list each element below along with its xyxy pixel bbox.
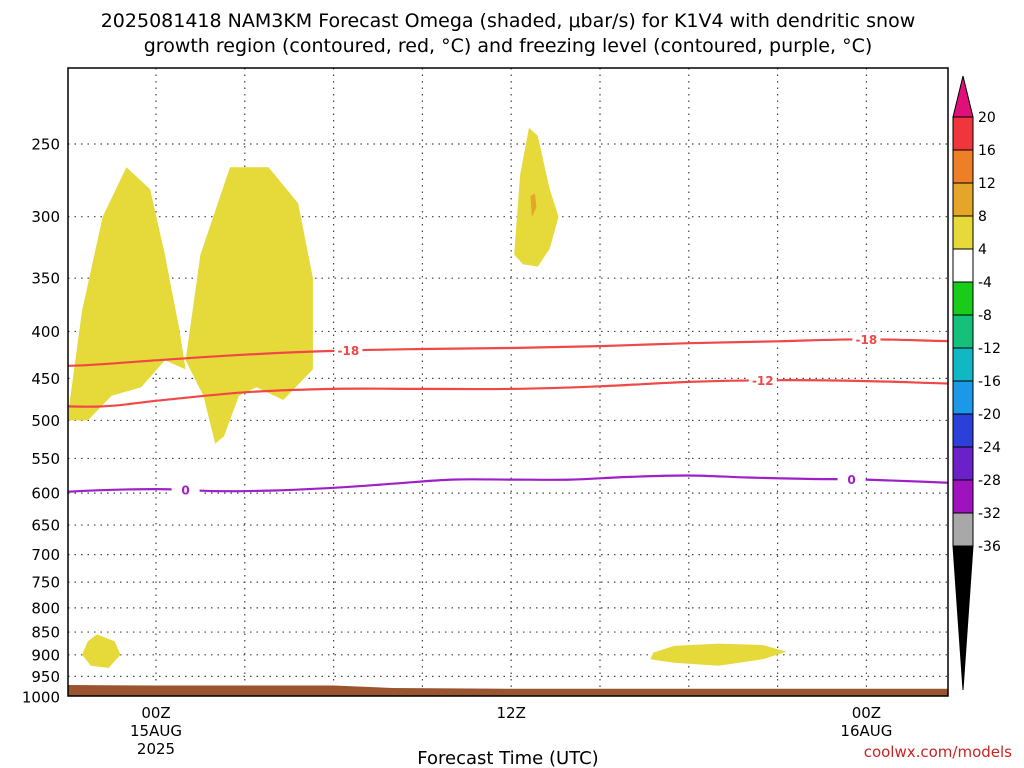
omega-region-4: [0, 351, 14, 497]
y-tick-label: 700: [31, 546, 60, 564]
omega-shading: [0, 127, 787, 670]
omega-region-0: [68, 167, 186, 421]
credit-text: coolwx.com/models: [864, 743, 1012, 761]
colorbar-bin: [952, 149, 974, 184]
contour-label: 0: [181, 484, 189, 498]
y-tick-label: 950: [31, 668, 60, 686]
colorbar-bin: [952, 512, 974, 547]
omega-region-1: [185, 167, 313, 444]
x-axis-time-labels: 00Z15AUG202512Z00Z16AUG12Z00Z17AUG: [130, 704, 892, 758]
y-tick-label: 400: [31, 323, 60, 341]
plot-frame: [67, 67, 949, 697]
x-tick-label: 00Z: [852, 704, 881, 722]
y-tick-label: 800: [31, 599, 60, 617]
colorbar-tick-label: 16: [978, 143, 996, 159]
contour-label-bg: [171, 482, 200, 499]
y-tick-label: 850: [31, 624, 60, 642]
ground-fill: [68, 685, 948, 696]
x-tick-label: 2025: [137, 740, 175, 758]
x-axis-title: Forecast Time (UTC): [417, 748, 598, 768]
colorbar-tick-label: 20: [978, 110, 996, 126]
y-tick-label: 500: [31, 412, 60, 430]
contour-label-bg: [748, 372, 777, 389]
colorbar-tick-label: -16: [978, 374, 1001, 390]
colorbar-bin: [952, 413, 974, 448]
colorbar-tick-label: -8: [978, 308, 992, 324]
contour-line-0: [68, 338, 948, 367]
colorbar-tick-label: -4: [978, 275, 992, 291]
contour-line-2: [68, 474, 948, 493]
omega-region-5: [0, 574, 20, 670]
contour-label-bg: [334, 342, 363, 359]
colorbar-bin: [952, 446, 974, 481]
colorbar-bottom-arrow: [952, 545, 974, 691]
colorbar-top-arrow: [952, 75, 974, 118]
omega-region-6: [0, 595, 5, 637]
contour-label: -18: [338, 344, 360, 358]
y-tick-label: 1000: [22, 688, 60, 706]
colorbar-bin: [952, 116, 974, 151]
contour-label: -12: [752, 374, 774, 388]
x-tick-label: 12Z: [497, 704, 526, 722]
colorbar-bin: [952, 215, 974, 250]
y-tick-label: 650: [31, 517, 60, 535]
x-tick-label: 15AUG: [130, 722, 182, 740]
ground-below-surface: [68, 685, 948, 696]
colorbar-tick-label: 8: [978, 209, 987, 225]
colorbar-bin: [952, 479, 974, 514]
x-tick-label: 16AUG: [840, 722, 892, 740]
colorbar-tick-label: -20: [978, 407, 1001, 423]
omega-region-8: [650, 643, 787, 666]
contour-label-bg: [837, 471, 866, 488]
colorbar-bin: [952, 248, 974, 283]
colorbar-tick-label: -24: [978, 440, 1001, 456]
x-tick-label: 00Z: [141, 704, 170, 722]
colorbar-bin: [952, 182, 974, 217]
omega-region-2: [514, 127, 559, 267]
colorbar-bin: [952, 281, 974, 316]
y-tick-label: 900: [31, 646, 60, 664]
colorbar-tick-label: -12: [978, 341, 1001, 357]
contour-label-bg: [852, 331, 881, 348]
colorbar-tick-label: 4: [978, 242, 987, 258]
omega-region-3: [530, 193, 537, 217]
y-tick-label: 450: [31, 370, 60, 388]
temperature-contours: -18-18-18-12-12000: [68, 331, 948, 499]
y-tick-label: 600: [31, 485, 60, 503]
chart-title-line-1: 2025081418 NAM3KM Forecast Omega (shaded…: [101, 10, 916, 32]
contour-label: 0: [847, 473, 855, 487]
y-tick-label: 300: [31, 208, 60, 226]
colorbar-bin: [952, 347, 974, 382]
y-tick-label: 350: [31, 270, 60, 288]
y-tick-label: 550: [31, 450, 60, 468]
colorbar-tick-label: 12: [978, 176, 996, 192]
colorbar-bin: [952, 380, 974, 415]
y-tick-label: 250: [31, 136, 60, 154]
contour-line-1: [68, 379, 948, 408]
colorbar: 20 16 12 8 4 -4 -8 -12 -16 -20 -24 -28 -32 -36: [952, 75, 1001, 691]
colorbar-tick-label: -28: [978, 473, 1001, 489]
colorbar-tick-label: -36: [978, 539, 1001, 555]
y-tick-label: 750: [31, 574, 60, 592]
chart-title-line-2: growth region (contoured, red, °C) and f…: [144, 35, 873, 57]
y-axis-pressure-labels: 250 300 350 400 450 500 550 600 650 700 750 800 850 9…: [22, 136, 60, 707]
omega-region-7: [82, 634, 121, 668]
colorbar-bin: [952, 314, 974, 349]
colorbar-tick-label: -32: [978, 506, 1001, 522]
contour-label: -18: [856, 333, 878, 347]
